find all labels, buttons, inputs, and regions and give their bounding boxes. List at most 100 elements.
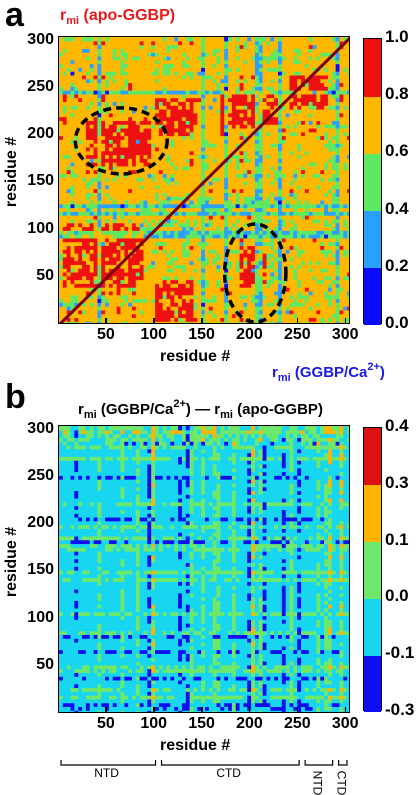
heatmap-a-cell bbox=[181, 211, 187, 216]
heatmap-a-cell bbox=[239, 317, 245, 322]
heatmap-a-cell bbox=[297, 181, 302, 186]
heatmap-a-cell bbox=[85, 37, 91, 42]
heatmap-a-cell bbox=[301, 234, 306, 239]
heatmap-a-cell bbox=[174, 71, 179, 76]
heatmap-a-cell bbox=[231, 162, 237, 167]
heatmap-a-cell bbox=[205, 226, 210, 231]
heatmap-a-cell bbox=[62, 287, 68, 292]
heatmap-a-cell bbox=[143, 302, 148, 307]
heatmap-a-cell bbox=[120, 124, 125, 129]
heatmap-a-cell bbox=[235, 287, 241, 292]
heatmap-a-cell bbox=[108, 309, 114, 315]
heatmap-a-cell bbox=[201, 63, 206, 68]
heatmap-a-cell bbox=[116, 127, 122, 133]
heatmap-a-cell bbox=[228, 131, 233, 137]
heatmap-a-cell bbox=[174, 184, 179, 190]
heatmap-a-cell bbox=[97, 55, 102, 61]
heatmap-a-cell bbox=[228, 306, 233, 311]
heatmap-a-cell bbox=[239, 93, 245, 99]
heatmap-a-cell bbox=[239, 48, 245, 53]
heatmap-a-cell bbox=[62, 234, 68, 239]
heatmap-a-cell bbox=[178, 162, 183, 167]
heatmap-a-cell bbox=[285, 260, 291, 265]
heatmap-a-cell bbox=[166, 173, 172, 178]
heatmap-a-cell bbox=[120, 55, 125, 61]
heatmap-a-cell bbox=[285, 63, 291, 68]
heatmap-a-cell bbox=[151, 199, 156, 205]
heatmap-a-cell bbox=[78, 184, 83, 190]
heatmap-a-cell bbox=[285, 127, 291, 133]
heatmap-a-cell bbox=[301, 105, 306, 110]
heatmap-a-cell bbox=[59, 105, 64, 110]
heatmap-a-cell bbox=[128, 127, 133, 133]
heatmap-a-cell bbox=[120, 165, 125, 171]
heatmap-a-cell bbox=[205, 196, 210, 201]
heatmap-a-cell bbox=[59, 253, 64, 258]
heatmap-a-cell bbox=[212, 275, 218, 281]
heatmap-a-cell bbox=[304, 237, 310, 243]
heatmap-a-cell bbox=[101, 90, 106, 95]
heatmap-a-cell bbox=[93, 150, 99, 156]
heatmap-a-cell bbox=[220, 249, 225, 254]
heatmap-a-cell bbox=[66, 309, 72, 315]
heatmap-a-cell bbox=[89, 37, 95, 42]
heatmap-a-cell bbox=[139, 234, 145, 239]
heatmap-a-cell bbox=[297, 146, 302, 152]
heatmap-a-cell bbox=[139, 158, 145, 163]
heatmap-a-cell bbox=[274, 253, 279, 258]
heatmap-a-cell bbox=[70, 97, 75, 103]
heatmap-a-cell bbox=[304, 63, 310, 68]
heatmap-a-cell bbox=[235, 177, 241, 182]
heatmap-a-cell bbox=[89, 59, 95, 65]
heatmap-a-cell bbox=[278, 317, 283, 322]
heatmap-a-cell bbox=[97, 203, 102, 209]
heatmap-a-cell bbox=[254, 112, 260, 118]
heatmap-a-cell bbox=[228, 321, 233, 323]
heatmap-a-cell bbox=[258, 184, 264, 190]
heatmap-a-cell bbox=[116, 93, 122, 99]
heatmap-a-cell bbox=[297, 294, 302, 300]
heatmap-a-cell bbox=[139, 146, 145, 152]
heatmap-a-cell bbox=[224, 59, 229, 65]
heatmap-a-cell bbox=[243, 71, 248, 76]
heatmap-a-cell bbox=[178, 150, 183, 156]
heatmap-a-cell bbox=[170, 192, 175, 197]
heatmap-a-cell bbox=[162, 105, 168, 110]
heatmap-a-cell bbox=[266, 63, 271, 68]
heatmap-a-cell bbox=[181, 82, 187, 87]
heatmap-a-cell bbox=[254, 120, 260, 125]
heatmap-a-cell bbox=[120, 48, 125, 53]
heatmap-a-cell bbox=[274, 165, 279, 171]
heatmap-a-cell bbox=[301, 63, 306, 68]
heatmap-a-cell bbox=[89, 146, 95, 152]
heatmap-a-cell bbox=[124, 279, 129, 284]
heatmap-a-cell bbox=[197, 82, 202, 87]
heatmap-a-cell bbox=[285, 207, 291, 212]
heatmap-a-cell bbox=[297, 44, 302, 49]
panel-a-y-tick-label: 200 bbox=[27, 125, 54, 143]
heatmap-a-cell bbox=[78, 264, 83, 269]
heatmap-a-cell bbox=[66, 260, 72, 265]
heatmap-a-cell bbox=[132, 67, 137, 72]
heatmap-a-cell bbox=[93, 317, 99, 322]
heatmap-a-cell bbox=[120, 184, 125, 190]
heatmap-a-cell bbox=[212, 309, 218, 315]
heatmap-a-cell bbox=[120, 40, 125, 46]
heatmap-a-cell bbox=[220, 302, 225, 307]
heatmap-a-cell bbox=[82, 302, 87, 307]
heatmap-a-cell bbox=[220, 154, 225, 159]
heatmap-a-cell bbox=[208, 256, 214, 262]
heatmap-a-cell bbox=[66, 93, 72, 99]
heatmap-a-cell bbox=[239, 139, 245, 144]
heatmap-a-cell bbox=[193, 256, 198, 262]
heatmap-a-cell bbox=[135, 196, 141, 201]
heatmap-a-cell bbox=[143, 127, 148, 133]
heatmap-a-cell bbox=[85, 268, 91, 273]
heatmap-a-cell bbox=[216, 241, 221, 247]
heatmap-a-cell bbox=[274, 101, 279, 106]
heatmap-a-cell bbox=[274, 154, 279, 159]
heatmap-a-cell bbox=[262, 294, 268, 300]
heatmap-a-cell bbox=[132, 150, 137, 156]
heatmap-a-cell bbox=[116, 78, 122, 84]
heatmap-a-cell bbox=[216, 317, 221, 322]
